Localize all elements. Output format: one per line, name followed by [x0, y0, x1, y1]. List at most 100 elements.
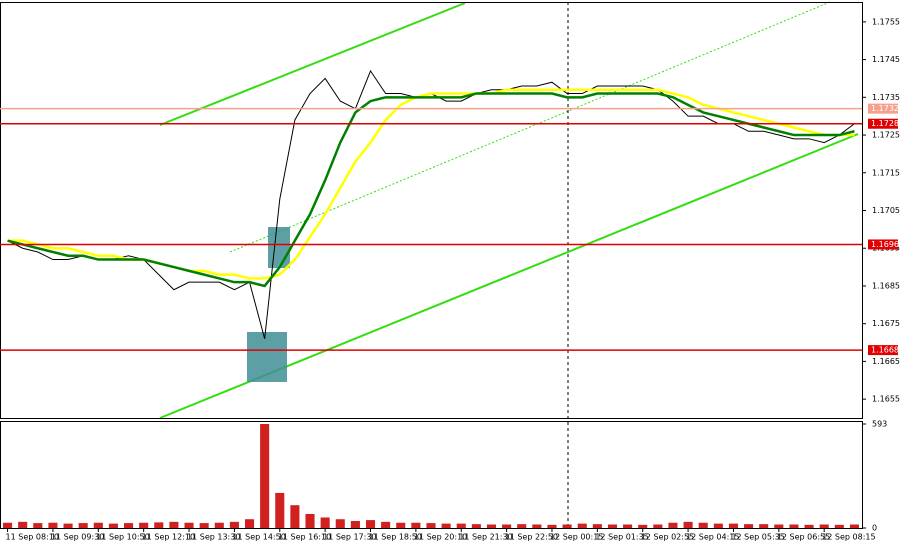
- x-tick-label: 12 Sep 08:15: [822, 533, 875, 542]
- volume-bar: [275, 492, 285, 528]
- volume-bar: [184, 522, 194, 528]
- volume-bar: [108, 523, 118, 528]
- zone-box: [247, 332, 287, 382]
- volume-bar: [486, 524, 497, 528]
- channel-upper: [159, 2, 466, 126]
- volume-bar: [18, 521, 28, 528]
- volume-bar: [759, 524, 769, 528]
- x-tick-label: 11 Sep 20:10: [414, 533, 467, 542]
- volume-bar: [774, 524, 784, 528]
- x-tick-label: 11 Sep 12:10: [142, 533, 195, 542]
- y-tick-label: 1.1665: [872, 357, 900, 366]
- x-tick-label: 11 Sep 09:30: [51, 533, 104, 542]
- volume-bar: [48, 522, 58, 528]
- volume-bar: [93, 522, 103, 528]
- channel-mid: [229, 1, 831, 253]
- volume-bar: [229, 521, 239, 528]
- volume-bar: [683, 521, 693, 528]
- volume-bar: [471, 524, 481, 528]
- y-tick-label: 593: [872, 420, 887, 429]
- y-tick-label: 1.1685: [872, 281, 900, 290]
- volume-bar: [335, 519, 345, 528]
- volume-bar: [124, 523, 134, 528]
- y-tick-label: 0: [872, 524, 877, 533]
- volume-bar: [214, 522, 224, 528]
- x-tick-label: 11 Sep 10:50: [96, 533, 149, 542]
- y-tick-label: 1.1715: [872, 168, 900, 177]
- price-frame: [0, 2, 863, 419]
- x-tick-label: 11 Sep 16:10: [278, 533, 331, 542]
- volume-bar: [441, 523, 451, 528]
- volume-bar: [381, 521, 391, 528]
- y-tick-label: 1.1675: [872, 319, 900, 328]
- volume-bar: [290, 505, 300, 528]
- volume-bar: [532, 524, 542, 528]
- x-tick-label: 12 Sep 04:15: [686, 533, 739, 542]
- x-tick-label: 12 Sep 01:35: [595, 533, 648, 542]
- volume-bar: [33, 523, 43, 528]
- y-tick-label: 1.1655: [872, 395, 900, 404]
- level-label-bg: [868, 239, 898, 250]
- level-label-bg: [868, 345, 898, 356]
- volume-frame: [0, 421, 863, 529]
- x-tick-label: 12 Sep 05:35: [731, 533, 784, 542]
- volume-bar: [592, 524, 602, 528]
- volume-bar: [169, 521, 179, 528]
- volume-bar: [502, 524, 512, 528]
- volume-bar: [562, 524, 572, 528]
- y-tick-label: 1.1745: [872, 55, 900, 64]
- volume-bar: [744, 524, 754, 528]
- volume-bar: [789, 524, 799, 528]
- volume-bar: [199, 523, 209, 528]
- y-tick-label: 1.1705: [872, 206, 900, 215]
- x-tick-label: 12 Sep 02:55: [641, 533, 694, 542]
- volume-bar: [834, 524, 844, 528]
- level-label: 1.1668: [871, 346, 899, 355]
- volume-bar: [819, 524, 829, 528]
- volume-bar: [320, 517, 330, 528]
- volume-bar: [653, 524, 663, 528]
- volume-bar: [668, 522, 678, 528]
- volume-bar: [713, 523, 723, 528]
- price-line: [7, 92, 855, 288]
- volume-bar: [244, 519, 255, 528]
- volume-bar: [638, 524, 648, 528]
- x-tick-label: 11 Sep 08:10: [6, 533, 59, 542]
- volume-bar: [350, 520, 360, 528]
- volume-bar: [396, 522, 406, 528]
- volume-bar: [63, 523, 73, 528]
- volume-bar: [849, 524, 859, 528]
- level-label: 1.1728: [871, 119, 899, 128]
- volume-bar: [728, 523, 738, 528]
- zone-box: [268, 227, 290, 268]
- volume-bar: [623, 524, 633, 528]
- volume-bar: [547, 524, 557, 528]
- x-tick-label: 12 Sep 00:15: [550, 533, 603, 542]
- level-label: 1.1732: [871, 104, 899, 113]
- y-tick-label: 1.1755: [872, 17, 900, 26]
- volume-bar: [411, 522, 421, 528]
- volume-bar: [365, 520, 376, 528]
- x-tick-label: 12 Sep 06:55: [777, 533, 830, 542]
- volume-bar: [804, 524, 814, 528]
- y-tick-label: 1.1735: [872, 93, 900, 102]
- volume-bar: [698, 522, 708, 528]
- y-tick-label: 1.1725: [872, 131, 900, 140]
- volume-bar: [260, 424, 270, 528]
- x-tick-label: 11 Sep 14:50: [232, 533, 285, 542]
- volume-bar: [577, 523, 587, 528]
- x-tick-label: 11 Sep 13:30: [187, 533, 240, 542]
- volume-bar: [517, 524, 527, 528]
- volume-bar: [305, 513, 315, 528]
- x-tick-label: 11 Sep 18:50: [369, 533, 422, 542]
- volume-bar: [3, 522, 13, 528]
- x-tick-label: 11 Sep 22:50: [505, 533, 558, 542]
- volume-bar: [456, 523, 466, 528]
- level-label-bg: [868, 103, 898, 114]
- volume-bar: [154, 522, 164, 528]
- volume-bar: [426, 523, 436, 528]
- volume-bar: [607, 524, 618, 528]
- x-tick-label: 11 Sep 17:30: [323, 533, 376, 542]
